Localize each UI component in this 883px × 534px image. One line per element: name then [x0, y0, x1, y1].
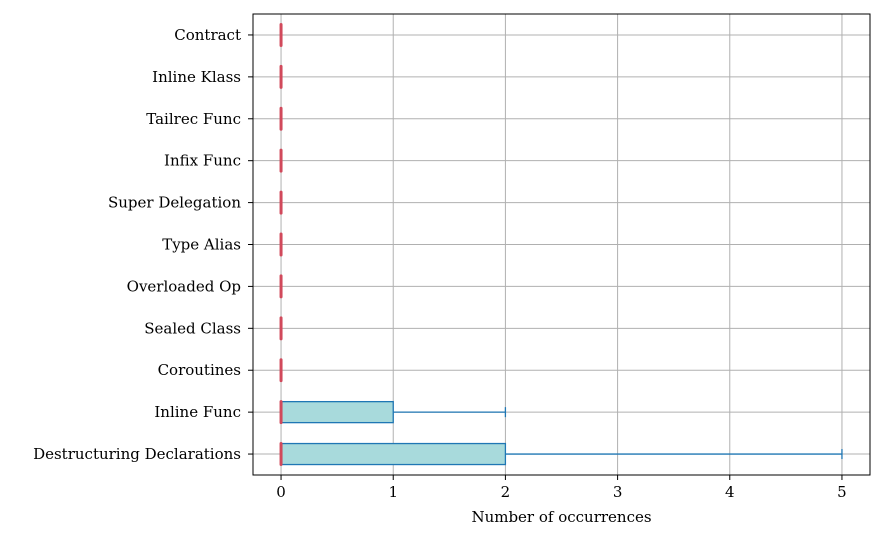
box-2 — [279, 400, 507, 425]
x-tick-label: 5 — [837, 483, 847, 501]
box-1 — [279, 442, 843, 467]
y-tick-label: Inline Klass — [152, 68, 241, 86]
x-tick-label: 0 — [276, 483, 286, 501]
y-tick-label: Type Alias — [162, 236, 241, 254]
y-tick-label: Infix Func — [164, 152, 241, 170]
y-tick-label: Tailrec Func — [146, 110, 241, 128]
y-tick-label: Overloaded Op — [127, 277, 241, 295]
box-iqr — [280, 442, 507, 466]
y-tick-label: Contract — [174, 26, 241, 44]
y-tick-label: Super Delegation — [108, 194, 241, 212]
y-tick-label: Inline Func — [154, 403, 241, 421]
y-tick-label: Destructuring Declarations — [33, 445, 241, 463]
y-tick-label: Sealed Class — [144, 319, 241, 337]
grid-layer — [253, 14, 870, 475]
x-tick-label: 1 — [388, 483, 398, 501]
box-iqr — [280, 400, 394, 424]
x-axis-label: Number of occurrences — [471, 508, 651, 526]
axis-layer: 0 1 2 3 4 5 Destructuring Declarations Inline F… — [33, 13, 871, 501]
x-tick-label: 4 — [725, 483, 735, 501]
box-layer — [279, 22, 843, 467]
y-tick-label: Coroutines — [158, 361, 241, 379]
x-tick-label: 2 — [501, 483, 511, 501]
x-tick-label: 3 — [613, 483, 623, 501]
